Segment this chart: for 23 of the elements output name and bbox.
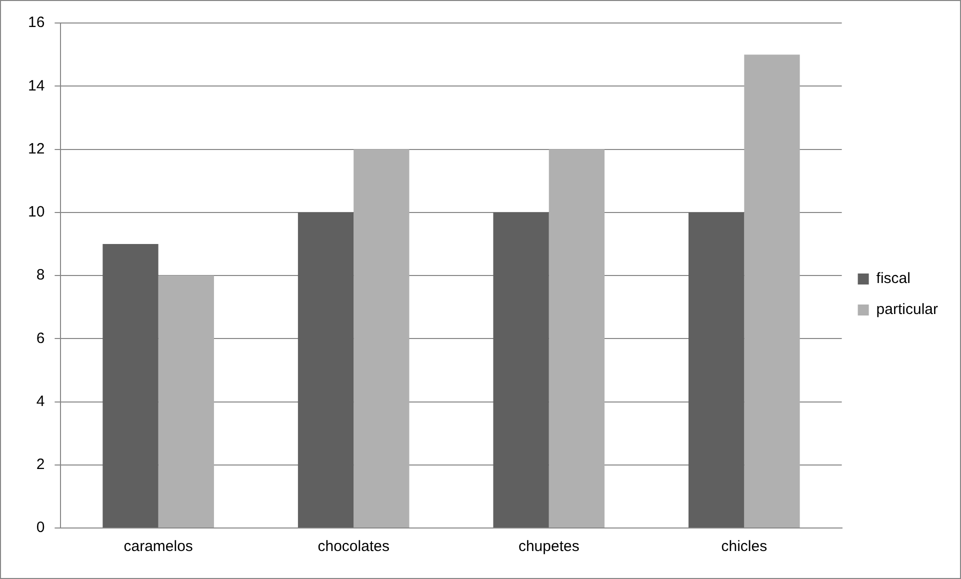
x-tick-label: chicles [721, 538, 768, 556]
x-tick-label: caramelos [124, 538, 193, 556]
y-tick-label: 0 [36, 519, 45, 536]
bar [548, 149, 605, 528]
x-tick-label: chocolates [318, 538, 390, 556]
y-tick-label: 2 [36, 456, 45, 474]
y-tick-label: 6 [36, 330, 45, 347]
bar [493, 212, 549, 528]
bar [354, 149, 410, 528]
legend-label: particular [876, 301, 938, 318]
bar [688, 212, 744, 528]
y-tick-label: 16 [28, 14, 45, 32]
legend-label: fiscal [876, 270, 910, 288]
bar [102, 244, 158, 528]
bar [744, 54, 800, 528]
bar [298, 212, 354, 528]
bar [158, 276, 214, 528]
y-tick-label: 14 [28, 77, 45, 94]
y-tick-label: 8 [36, 266, 45, 284]
y-tick-label: 12 [28, 140, 45, 158]
y-tick-label: 10 [28, 204, 45, 221]
x-tick-label: chupetes [518, 538, 580, 556]
y-tick-label: 4 [36, 392, 45, 410]
